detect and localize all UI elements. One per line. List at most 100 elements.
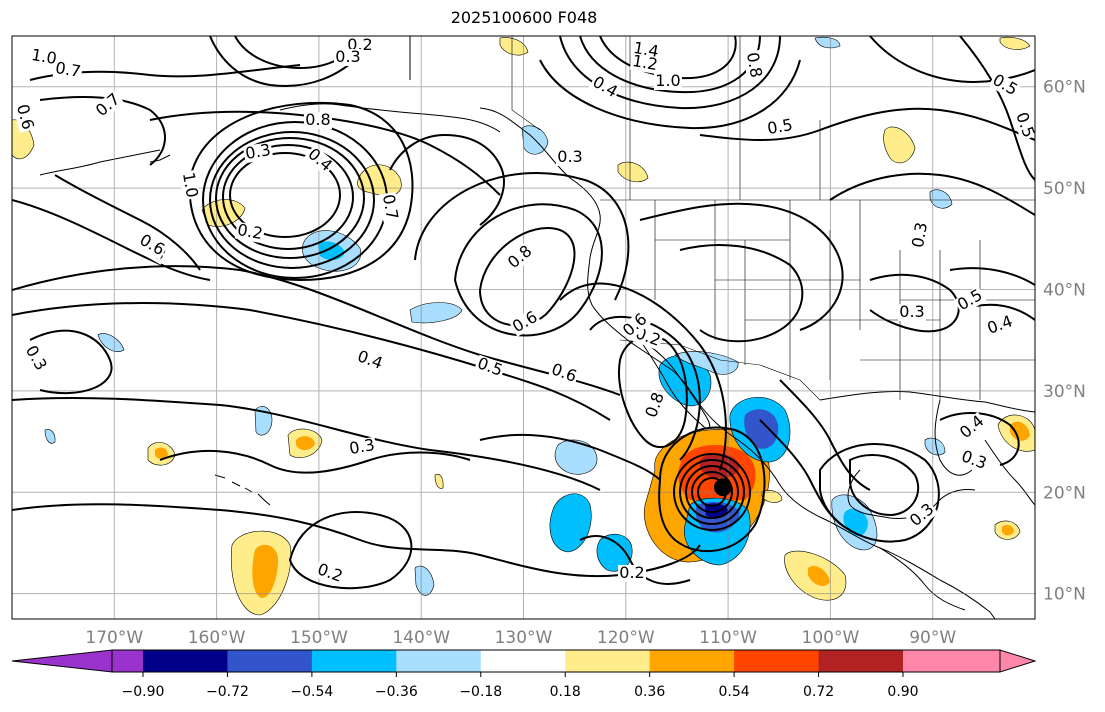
contour-label-bg [334,49,362,66]
east-contour-b [759,419,851,531]
contour-label: 1.0 [179,171,202,199]
contour-label-bg [92,89,125,121]
coastline-west [409,36,996,619]
alaska-canada-border [511,36,541,131]
gulf-coast [819,391,1035,519]
storm-contour-5 [673,453,751,531]
central-contour-b [679,244,804,343]
contour-label: 0.8 [305,110,330,129]
north-contour-a [39,96,166,166]
trough-contour-3 [559,282,727,471]
north-contour-07 [389,133,505,226]
central-contour-e [949,267,1035,286]
contour-label-bg [618,565,646,582]
zonal-04 [12,265,621,396]
contour-labels: 1.00.70.20.3 1.41.21.00.80.50.60.4 0.50.80… [12,36,1035,587]
ne-contour-08 [539,59,801,130]
plot-frame [11,35,1036,620]
lat-label: 50°N [1043,179,1086,199]
contour-label-bg [135,231,169,260]
gulf-contour-c [939,412,1020,466]
colorbar-segment [227,650,313,672]
zonal-03c [159,450,471,474]
colorbar-tick-label: −0.90 [122,684,165,700]
contour-label: 1.2 [631,51,659,74]
contour-label: 0.7 [54,58,82,81]
lon-label: 170°W [85,628,143,648]
pos-patch-9 [883,126,916,164]
ne-contour-10 [559,36,781,110]
colorbar-tick-label: −0.18 [459,684,502,700]
pos-patch-11 [499,37,529,56]
ridge-contour-2 [453,203,603,337]
pos-patch-7-core [1010,421,1030,441]
contour-label-bg [588,73,622,102]
colorbar-segment [480,650,566,672]
contour-label-bg [473,354,506,381]
contour-label-bg [742,49,765,81]
contour-label-bg [12,101,37,133]
contour-label-bg [52,59,84,82]
contour-label-bg [547,360,580,387]
contour-label: 0.2 [236,220,264,243]
lat-label: 60°N [1043,78,1086,98]
lat-label: 10°N [1043,585,1086,605]
colorbar-tick-label: 0.90 [887,684,918,700]
lat-label: 40°N [1043,280,1086,300]
lon-label: 90°W [909,628,956,648]
pos-patch-15 [434,473,444,489]
contour-label-bg [988,71,1022,100]
storm-contour-6 [658,426,766,553]
contour-label: 0.5 [766,115,794,138]
pos-patch-14 [761,490,783,503]
contour-label-bg [619,309,652,341]
contour-label-bg [909,219,932,251]
neg-patch-8 [44,429,56,444]
gulf-contour-a [849,454,920,517]
pos-patch-5-core [155,447,168,459]
colorbar-tick-label: −0.72 [206,684,249,700]
colorbar-tick-label: 0.36 [634,684,665,700]
neg-patch-2 [254,406,273,436]
contour-label: 1.0 [30,45,58,68]
colorbar-tick-label: 0.18 [550,684,581,700]
contour-label-bg [953,286,987,315]
map-title: 2025100600 F048 [450,8,598,27]
colorbar-segment [903,650,1000,672]
colorbar: −0.90 −0.72 −0.54 −0.36 −0.18 0.18 0.36 0.54 0.7… [11,649,1037,700]
contour-label: 0.3 [244,140,272,163]
storm-contour-3 [685,465,739,519]
colorbar-extend-right [999,649,1037,673]
north-contour-c [12,199,211,281]
lon-label: 130°W [495,628,553,648]
trough-contour-2 [589,315,701,461]
contour-label-bg [642,389,669,422]
colorbar-segment [311,650,397,672]
contour-label-bg [21,341,50,375]
pos-patch-4-core [296,436,315,451]
contour-label-bg [353,347,386,374]
zonal-02c [579,535,691,585]
contour-label: 0.3 [899,302,924,321]
colorbar-extend-left [11,649,113,673]
contour-label-bg [1011,109,1035,142]
lon-label: 150°W [290,628,348,648]
ridge-contour-3 [414,171,630,301]
central-contour-a [639,202,844,331]
canada-provinces [629,36,821,200]
north-contour-b [54,174,201,271]
contour-label: 0.8 [743,51,766,79]
colorbar-segment [143,650,228,672]
pos-patch-13 [999,36,1031,50]
contour-label-bg [504,241,537,273]
contour-label-bg [242,141,274,164]
neg-patch-1 [409,302,463,324]
contour-label: 0.2 [619,563,644,582]
contour-label: 0.3 [348,435,376,458]
zonal-03b [29,329,113,395]
storm-contour-4 [679,459,745,525]
contour-label-bg [378,191,401,223]
hawaii-islands [214,474,271,506]
storm-contour-2 [691,471,733,513]
